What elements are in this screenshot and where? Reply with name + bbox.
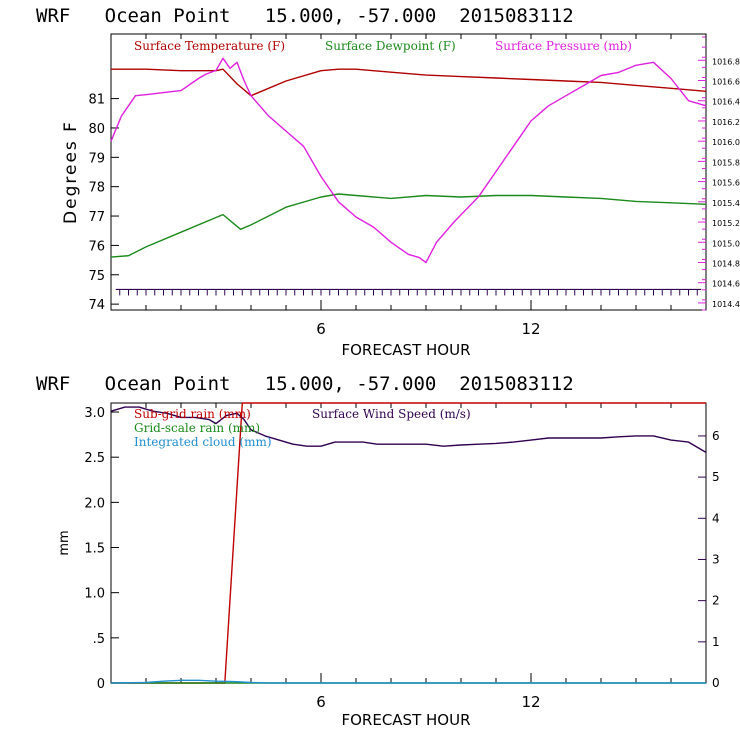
series-line-2 [110, 57, 707, 264]
top-legend-temperature: Surface Temperature (F) [134, 39, 285, 53]
y2-tick-label: 0 [712, 676, 720, 690]
y2-tick-label: 3 [712, 552, 720, 566]
top-legend-pressure: Surface Pressure (mb) [495, 39, 632, 53]
top-x-axis: 6 12 [110, 34, 707, 338]
y-tick-label: 78 [88, 181, 105, 196]
y-tick-label: 80 [88, 122, 105, 137]
series-line-1 [110, 193, 707, 258]
top-left-axis: 74 75 76 77 78 79 80 81 [88, 93, 119, 313]
top-plot-frame [110, 33, 707, 311]
y2-tick-label: 1015.8 [712, 158, 740, 167]
top-series-group [110, 57, 707, 296]
y-tick-label: 76 [88, 239, 105, 254]
bottom-legend-subgrid-rain: Sub-grid rain (mm) [134, 407, 251, 421]
x-tick-label: 6 [316, 320, 326, 338]
bottom-x-axis: 6 12 [110, 403, 707, 711]
top-panel: WRF Ocean Point 15.000, -57.000 20150831… [36, 5, 740, 359]
x-tick-label: 12 [521, 320, 540, 338]
x-tick-label: 6 [316, 693, 326, 711]
y2-tick-label: 1014.6 [712, 280, 740, 289]
bottom-title: WRF Ocean Point 15.000, -57.000 20150831… [36, 373, 574, 395]
y2-tick-label: 6 [712, 429, 720, 443]
top-x-axis-label: FORECAST HOUR [341, 341, 470, 359]
y-tick-label: 74 [88, 298, 105, 313]
y-tick-label: 3.0 [84, 406, 105, 421]
y-tick-label: 75 [88, 269, 105, 284]
y-tick-label: 1.0 [84, 587, 105, 602]
series-line-2 [110, 679, 706, 684]
y2-tick-label: 1014.4 [712, 300, 740, 309]
y-tick-label: 2.0 [84, 496, 105, 511]
x-tick-label: 12 [521, 693, 540, 711]
y-tick-label: 81 [88, 93, 105, 108]
y-tick-label: .5 [93, 632, 105, 647]
top-legend-dewpoint: Surface Dewpoint (F) [325, 39, 456, 53]
series-line-3 [110, 406, 707, 454]
bottom-legend-gridscale-rain: Grid-scale rain (mm) [134, 421, 260, 435]
y2-tick-label: 1015.2 [712, 219, 740, 228]
top-title: WRF Ocean Point 15.000, -57.000 20150831… [36, 5, 574, 27]
y2-tick-label: 5 [712, 470, 720, 484]
top-right-axis: 1014.4 1014.6 1014.8 1015.0 1015.2 1015.4 1015… [698, 36, 740, 311]
y-tick-label: 77 [88, 210, 105, 225]
bottom-series-group [110, 402, 707, 684]
y2-tick-label: 2 [712, 594, 720, 608]
y-tick-label: 2.5 [84, 451, 105, 466]
bottom-left-axis: 0 .5 1.0 1.5 2.0 2.5 3.0 [84, 406, 119, 692]
bottom-y-axis-label: mm [57, 530, 72, 555]
y2-tick-label: 1015.4 [712, 199, 740, 208]
y-tick-label: 79 [88, 151, 105, 166]
y2-tick-label: 4 [712, 511, 720, 525]
y-tick-label: 0 [97, 677, 105, 692]
bottom-legend-wind: Surface Wind Speed (m/s) [312, 407, 471, 421]
y2-tick-label: 1014.8 [712, 259, 740, 268]
y2-tick-label: 1016.8 [712, 57, 740, 66]
bottom-x-axis-label: FORECAST HOUR [341, 711, 470, 729]
bottom-panel: WRF Ocean Point 15.000, -57.000 20150831… [36, 373, 720, 729]
y2-tick-label: 1016.0 [712, 138, 740, 147]
y2-tick-label: 1 [712, 635, 720, 649]
y2-tick-label: 1016.4 [712, 98, 740, 107]
y2-tick-label: 1015.0 [712, 239, 740, 248]
bottom-legend-cloud: Integrated cloud (mm) [134, 435, 272, 449]
y2-tick-label: 1016.2 [712, 118, 740, 127]
bottom-right-axis: 0 1 2 3 4 5 6 [698, 429, 720, 690]
y2-tick-label: 1015.6 [712, 179, 740, 188]
y2-tick-label: 1016.6 [712, 78, 740, 87]
y-tick-label: 1.5 [84, 542, 105, 557]
top-y-axis-label: Degrees F [61, 120, 81, 224]
